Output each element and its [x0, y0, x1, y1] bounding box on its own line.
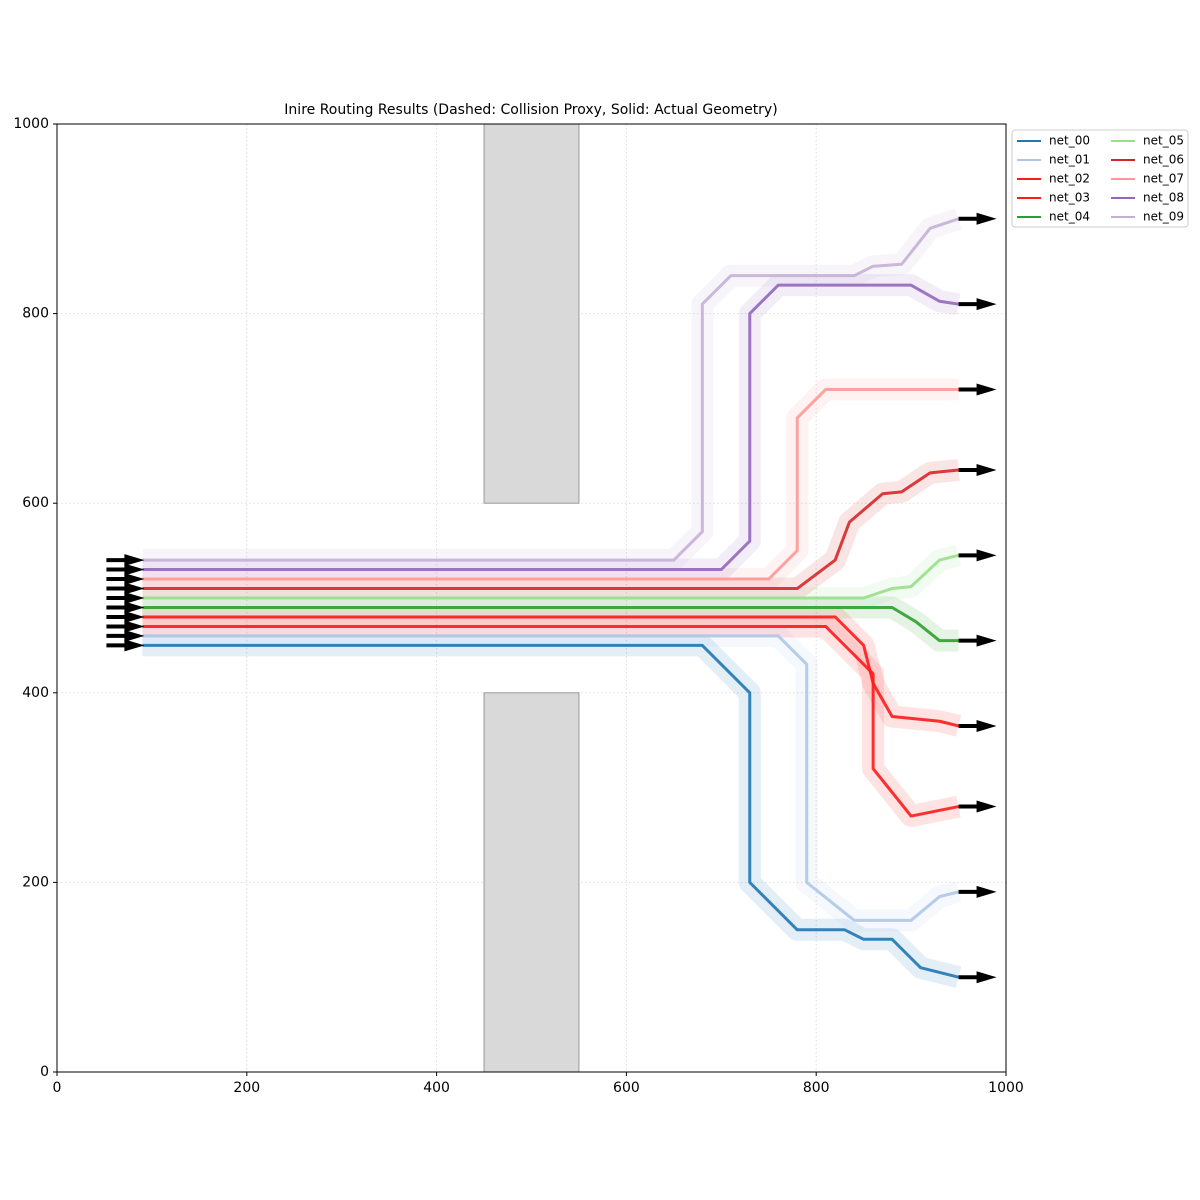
legend-label: net_00 [1049, 134, 1090, 148]
arrow-head [976, 383, 997, 396]
obstacle [483, 692, 580, 1073]
arrow-head [124, 629, 145, 642]
arrow-head [124, 639, 145, 652]
arrow-head [976, 464, 997, 477]
x-tick-label: 200 [233, 1080, 260, 1096]
legend-label: net_01 [1049, 153, 1090, 167]
arrow-head [976, 298, 997, 311]
arrow-head [124, 592, 145, 604]
arrow-head [124, 610, 145, 623]
x-tick-label: 600 [613, 1080, 640, 1096]
arrow-head [976, 719, 997, 732]
legend-frame [1011, 129, 1189, 228]
obstacle [483, 123, 580, 504]
legend: net_00 net_01 net_02 net_03 net_04 net_05 net_… [1011, 129, 1189, 228]
route [142, 605, 959, 643]
route [142, 634, 959, 922]
route [142, 643, 959, 979]
legend-label: net_05 [1143, 134, 1184, 148]
arrow-head [976, 549, 997, 562]
arrow-head [976, 885, 997, 898]
route [142, 468, 959, 591]
arrow-head [124, 554, 145, 567]
x-tick-label: 400 [423, 1080, 450, 1096]
arrow-head [124, 582, 145, 595]
x-tick-label: 800 [803, 1080, 830, 1096]
legend-label: net_08 [1143, 191, 1184, 205]
arrow-head [976, 800, 997, 813]
arrow-head [124, 563, 145, 576]
arrow-head [124, 573, 145, 586]
legend-label: net_06 [1143, 153, 1184, 167]
arrow-head [124, 620, 145, 633]
route [142, 624, 959, 818]
route [142, 387, 959, 581]
legend-label: net_03 [1049, 191, 1090, 205]
y-tick-label: 0 [40, 1064, 49, 1080]
y-tick-label: 600 [22, 495, 49, 511]
legend-label: net_07 [1143, 172, 1184, 186]
x-tick-label: 0 [53, 1080, 62, 1096]
arrow-head [976, 212, 997, 225]
arrow-head [124, 601, 145, 614]
arrow-head [976, 971, 997, 984]
x-tick-label: 1000 [988, 1080, 1024, 1096]
legend-label: net_04 [1049, 210, 1090, 224]
route [142, 283, 959, 572]
route [142, 553, 959, 600]
y-tick-label: 200 [22, 874, 49, 890]
plot-frame [56, 123, 1007, 1073]
arrow-head [976, 634, 997, 647]
y-tick-label: 800 [22, 306, 49, 322]
y-tick-label: 1000 [13, 116, 49, 132]
legend-label: net_02 [1049, 172, 1090, 186]
legend-label: net_09 [1143, 210, 1184, 224]
y-tick-label: 400 [22, 685, 49, 701]
route [142, 217, 960, 562]
route [142, 615, 959, 728]
chart-title: Inire Routing Results (Dashed: Collision… [284, 102, 777, 118]
